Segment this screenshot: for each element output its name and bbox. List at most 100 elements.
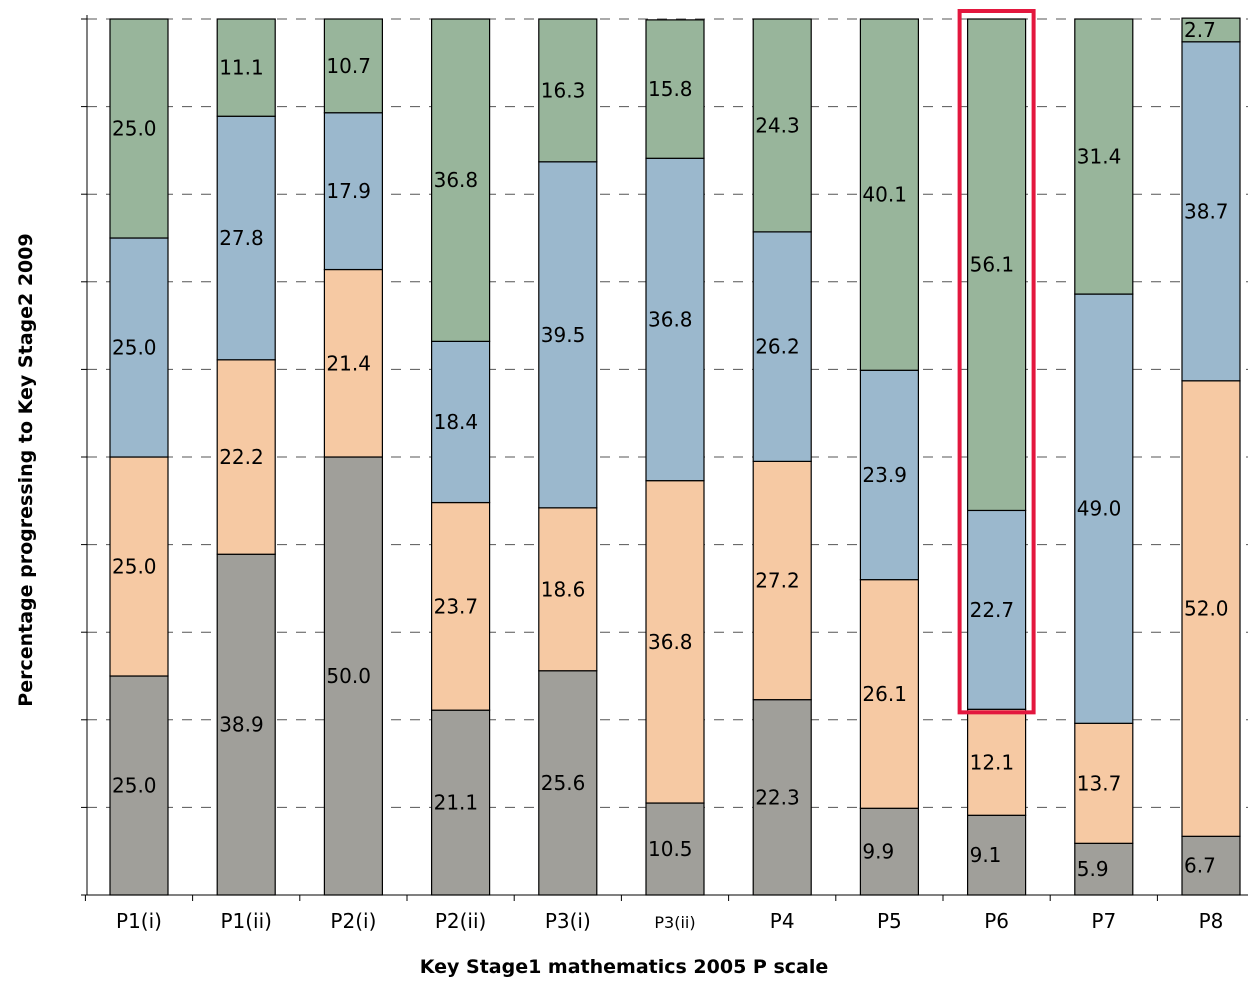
data-label: 38.7 [1184,199,1229,223]
data-label: 21.1 [434,791,479,815]
bar-segment [216,18,276,117]
data-label: 22.7 [970,598,1015,622]
bar-segment [1181,380,1241,837]
data-label: 36.8 [648,630,693,654]
x-tick-label: P5 [877,909,902,933]
data-label: 6.7 [1184,854,1216,878]
data-label: 27.8 [219,226,264,250]
bar-segment [752,18,812,233]
data-label: 36.8 [648,307,693,331]
bar-segment [1181,17,1241,43]
data-label: 25.6 [541,771,586,795]
bar-segment [966,18,1027,512]
bars [109,17,1241,896]
bar-segment [752,699,812,896]
gridlines [87,18,1248,808]
bar-segment [645,19,705,159]
data-label: 23.7 [434,594,479,618]
bar-segment [538,507,598,672]
data-label: 11.1 [219,56,264,80]
data-label: 36.8 [434,168,479,192]
data-label: 12.1 [970,750,1015,774]
data-label: 10.5 [648,837,693,861]
bar-segment [859,807,920,896]
data-label: 15.8 [648,77,693,101]
bar-segment [538,161,598,509]
y-axis-label: Percentage progressing to Key Stage2 200… [15,233,37,707]
data-label: 26.1 [862,682,907,706]
data-label: 40.1 [862,183,907,207]
bar-segment [859,369,920,581]
bar-segment [431,501,491,711]
x-tick-label: P1(ii) [220,909,272,933]
data-label: 56.1 [970,253,1015,277]
data-label: 22.3 [755,785,800,809]
x-tick-label: P6 [984,909,1009,933]
data-label: 16.3 [541,78,586,102]
x-axis-label: Key Stage1 mathematics 2005 P scale [419,956,829,978]
data-label: 49.0 [1077,497,1122,521]
data-label: 25.0 [112,555,157,579]
bar-segment [752,460,812,701]
data-label: 9.1 [970,843,1002,867]
bar-segment [323,18,383,114]
bar-segment [109,675,169,896]
data-label: 10.7 [326,54,371,78]
bar-segment [1181,835,1241,896]
data-label: 18.4 [434,410,479,434]
bar-segment [859,579,920,809]
data-label: 25.0 [112,336,157,360]
data-label: 2.7 [1184,18,1216,42]
data-label: 18.6 [541,577,586,601]
data-label: 25.0 [112,774,157,798]
bar-segment [645,802,705,896]
bar-segment [109,18,169,239]
data-label: 52.0 [1184,597,1229,621]
data-label: 25.0 [112,117,157,141]
bar-segment [1074,293,1134,724]
bar-segment [1074,722,1134,844]
x-tick-label: P3(ii) [654,913,695,932]
bar-segment [645,480,705,804]
x-tick-label: P3(i) [545,909,591,933]
data-label: 27.2 [755,569,800,593]
x-tick-label: P8 [1199,909,1224,933]
data-labels: 25.0 25.0 25.0 25.0 38.9 22.2 27.8 11.1 50.0 21.4… [112,18,1229,881]
x-tick-label: P1(i) [116,909,162,933]
data-label: 21.4 [326,351,371,375]
bar-segment [323,456,383,896]
bar-segment [966,708,1027,816]
bar-segment [431,709,491,896]
bar-segment [109,456,169,677]
x-tick-label: P7 [1091,909,1116,933]
data-label: 31.4 [1077,145,1122,169]
bar-segment [431,18,491,342]
bar-segment [1181,41,1241,382]
bar-segment [645,157,705,482]
data-label: 9.9 [862,840,894,864]
bar-segment [431,340,491,504]
highlight-box [957,9,1036,715]
data-label: 50.0 [326,664,371,688]
data-label: 24.3 [755,113,800,137]
highlight-box [957,9,1036,715]
data-label: 26.2 [755,335,800,359]
data-label: 39.5 [541,323,586,347]
data-label: 5.9 [1077,857,1109,881]
bar-segment [538,18,598,163]
data-label: 13.7 [1077,771,1122,795]
bar-segment [323,268,383,458]
data-label: 17.9 [326,179,371,203]
bar-segment [859,18,920,371]
x-tick-label: P4 [770,909,795,933]
bar-segment [1074,18,1134,295]
x-tick-label: P2(ii) [435,909,487,933]
bar-segment [752,231,812,462]
bar-segment [216,115,276,361]
x-tick-label: P2(i) [330,909,376,933]
bar-segment [109,237,169,458]
data-label: 22.2 [219,445,264,469]
data-label: 23.9 [862,463,907,487]
data-label: 38.9 [219,713,264,737]
